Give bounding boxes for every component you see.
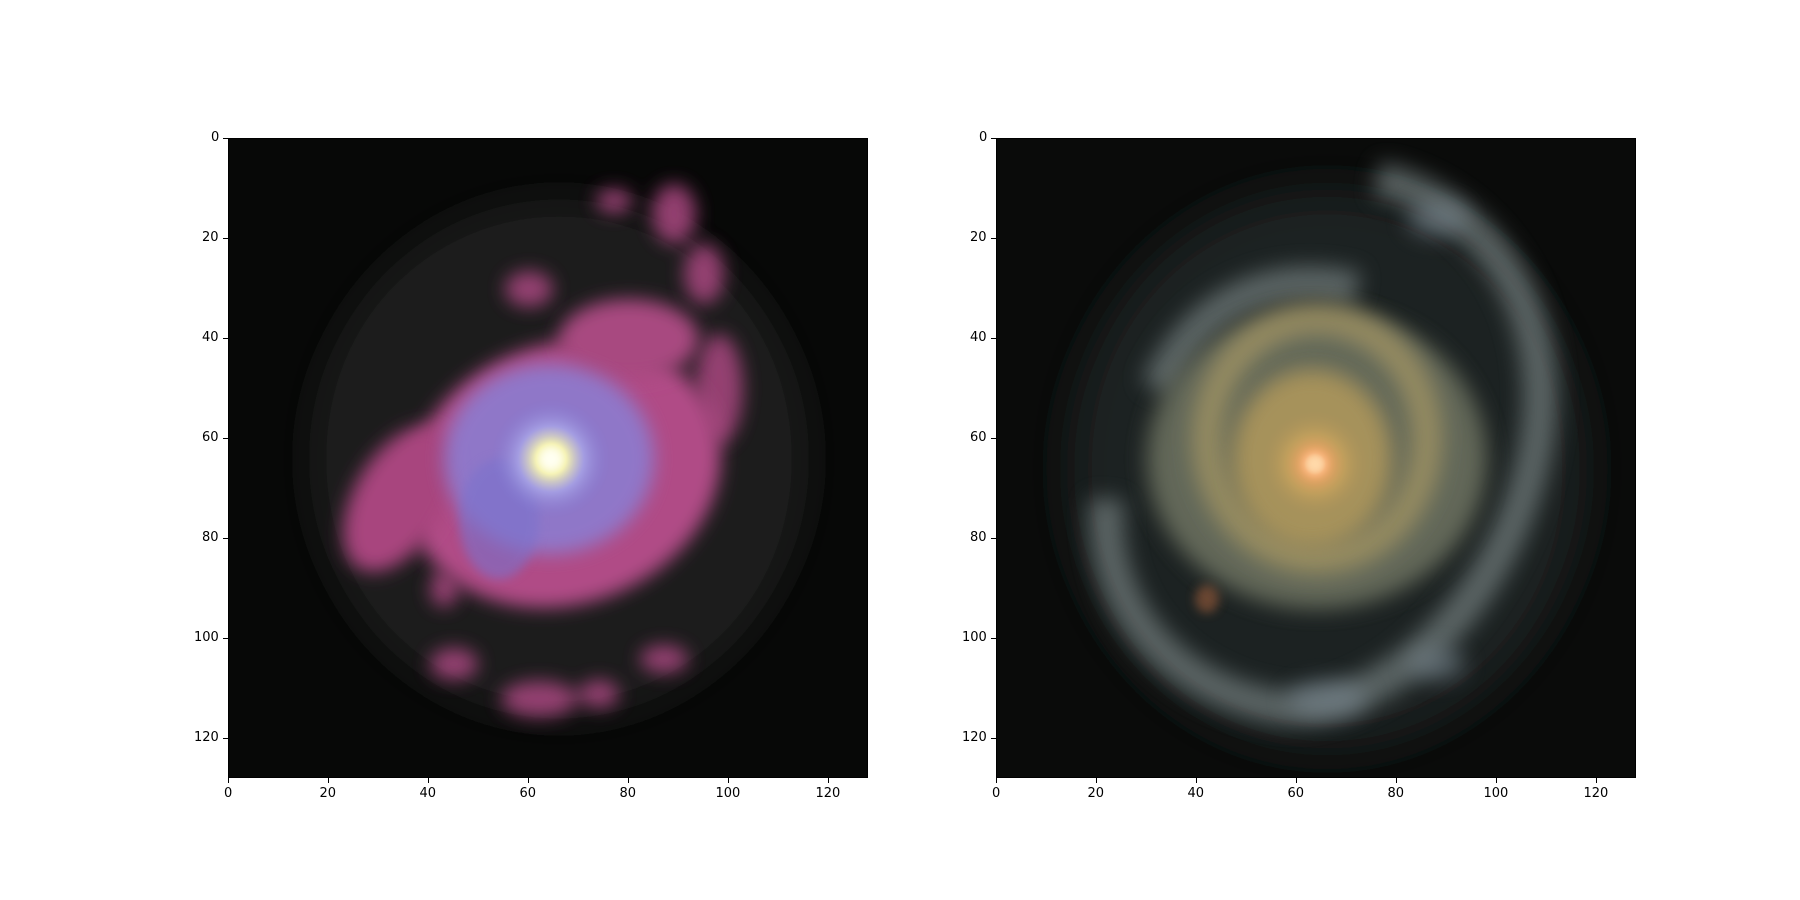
x-tick — [527, 778, 529, 783]
y-tick-label: 100 — [962, 630, 987, 645]
y-tick — [991, 237, 996, 239]
y-tick — [223, 437, 228, 439]
x-tick-label: 120 — [1583, 786, 1609, 801]
x-tick — [1295, 778, 1297, 783]
y-tick — [991, 437, 996, 439]
x-tick — [827, 778, 829, 783]
y-tick-label: 100 — [194, 630, 219, 645]
x-tick-label: 0 — [992, 786, 1001, 801]
y-tick — [223, 337, 228, 339]
y-tick-label: 20 — [970, 230, 987, 245]
x-tick-label: 100 — [1483, 786, 1509, 801]
x-tick-label: 40 — [1187, 786, 1205, 801]
x-tick-label: 80 — [619, 786, 637, 801]
y-tick — [991, 637, 996, 639]
x-tick-label: 100 — [715, 786, 741, 801]
x-tick — [1395, 778, 1397, 783]
x-tick — [327, 778, 329, 783]
x-tick — [1495, 778, 1497, 783]
y-tick-label: 60 — [970, 430, 987, 445]
y-tick-label: 40 — [970, 330, 987, 345]
x-tick — [427, 778, 429, 783]
y-tick-label: 0 — [211, 130, 220, 145]
x-tick-label: 60 — [519, 786, 537, 801]
right-galaxy-image — [996, 138, 1636, 778]
y-tick-label: 80 — [970, 530, 987, 545]
y-tick-label: 20 — [202, 230, 219, 245]
x-tick-label: 20 — [319, 786, 337, 801]
y-tick-label: 120 — [962, 730, 987, 745]
y-tick — [991, 537, 996, 539]
x-tick-label: 80 — [1387, 786, 1405, 801]
y-tick-label: 60 — [202, 430, 219, 445]
x-tick-label: 40 — [419, 786, 437, 801]
x-tick — [227, 778, 229, 783]
y-tick-label: 40 — [202, 330, 219, 345]
y-tick — [223, 137, 228, 139]
left-galaxy-image — [228, 138, 868, 778]
x-tick-label: 0 — [224, 786, 233, 801]
y-tick — [991, 337, 996, 339]
y-tick — [223, 537, 228, 539]
x-tick-label: 20 — [1087, 786, 1105, 801]
y-tick — [223, 237, 228, 239]
x-tick — [727, 778, 729, 783]
y-tick — [991, 737, 996, 739]
y-tick — [991, 137, 996, 139]
y-tick — [223, 637, 228, 639]
x-tick — [627, 778, 629, 783]
x-tick — [1095, 778, 1097, 783]
y-tick-label: 80 — [202, 530, 219, 545]
y-tick — [223, 737, 228, 739]
y-tick-label: 0 — [979, 130, 988, 145]
x-tick — [995, 778, 997, 783]
y-tick-label: 120 — [194, 730, 219, 745]
x-tick — [1195, 778, 1197, 783]
x-tick-label: 60 — [1287, 786, 1305, 801]
x-tick — [1595, 778, 1597, 783]
x-tick-label: 120 — [815, 786, 841, 801]
